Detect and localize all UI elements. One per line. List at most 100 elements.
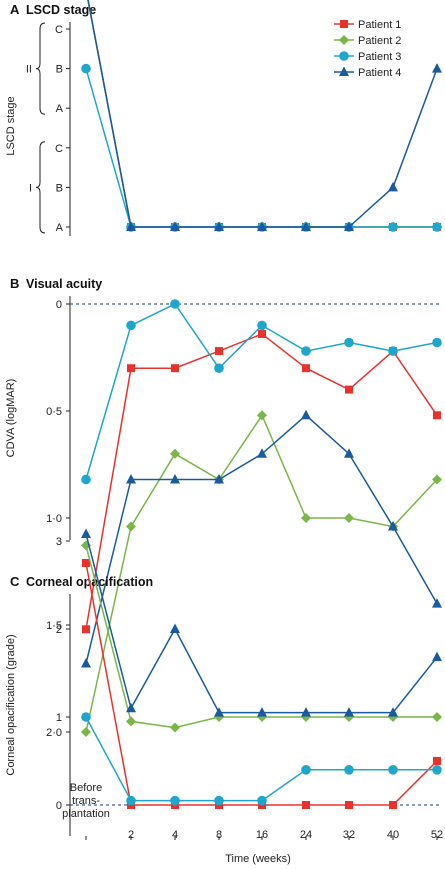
data-point [127, 364, 135, 373]
legend-marker [339, 66, 349, 76]
data-point [388, 765, 398, 775]
y-tick-label: B [56, 64, 63, 76]
x-tick-label: 4 [172, 829, 178, 841]
panel-a-axes: ABCABCIIIIII [26, 22, 71, 236]
data-point [388, 222, 398, 232]
x-tick-label: 2 [128, 829, 134, 841]
panel-a-letter: A [10, 2, 20, 17]
panel-b: B Visual acuity CDVA (logMAR) 0 0·5 1·0 1·5… [5, 276, 442, 739]
legend-label: Patient 2 [358, 35, 401, 47]
x-tick-label: 40 [387, 829, 399, 841]
data-point [82, 559, 90, 567]
data-point [344, 337, 354, 348]
y-tick-label: A [56, 222, 64, 234]
legend-marker [339, 51, 349, 61]
x-tick-label: 32 [343, 829, 355, 841]
data-point [214, 363, 224, 374]
data-point [257, 707, 267, 717]
data-point [344, 448, 354, 458]
stage-group-label: II [26, 64, 32, 76]
y-tick-label: 0·5 [46, 406, 62, 418]
data-point [214, 473, 224, 484]
data-point [301, 513, 311, 523]
legend: Patient 1 Patient 2 Patient 3 Patient 4 [334, 19, 401, 79]
data-point [82, 625, 90, 634]
panel-b-letter: B [10, 276, 19, 291]
panel-b-plot [81, 299, 442, 737]
series-line [85, 68, 437, 228]
y-tick-label: 2 [56, 624, 62, 636]
data-point [432, 598, 442, 608]
stage-group-label: I [29, 182, 32, 194]
data-point [432, 712, 442, 722]
data-point [432, 222, 442, 232]
data-point [81, 727, 91, 737]
data-point [432, 337, 442, 348]
data-point [301, 707, 311, 717]
data-point [432, 765, 442, 775]
data-point [302, 364, 310, 373]
data-point [344, 513, 354, 523]
panel-c-plot [81, 528, 442, 809]
data-point [257, 221, 267, 231]
legend-item-patient-1: Patient 1 [334, 19, 401, 31]
series-line [85, 545, 437, 729]
data-point [170, 221, 180, 231]
x-tick-label: 8 [216, 829, 222, 841]
series-patient-3 [81, 63, 442, 232]
data-point [344, 707, 354, 717]
panel-a-title: LSCD stage [26, 3, 96, 17]
data-point [301, 765, 311, 775]
data-point [257, 410, 267, 421]
data-point [170, 473, 180, 484]
data-point [345, 801, 353, 809]
y-tick-label: 0 [56, 299, 62, 311]
panel-c: C Corneal opacification Corneal opacific… [5, 528, 442, 836]
data-point [214, 795, 224, 806]
x-tick-label: 16 [256, 829, 268, 841]
data-point [170, 448, 180, 459]
data-point [214, 707, 224, 717]
data-point [81, 528, 91, 538]
panel-b-title: Visual acuity [26, 277, 102, 291]
data-point [257, 795, 267, 806]
y-tick-label: C [55, 143, 63, 155]
y-tick-label: 1·0 [46, 513, 62, 525]
series-patient-2 [81, 540, 442, 733]
legend-label: Patient 4 [358, 67, 401, 79]
y-tick-label: 0 [56, 800, 62, 812]
series-line [85, 413, 438, 733]
data-point [126, 795, 136, 806]
legend-marker [340, 20, 348, 28]
data-point [81, 474, 91, 485]
data-point [301, 221, 311, 231]
data-point [126, 702, 136, 713]
data-point [214, 221, 224, 231]
data-point [170, 795, 180, 806]
data-point [81, 63, 91, 74]
data-point [258, 329, 266, 338]
x-tick-label: 24 [300, 829, 312, 841]
legend-item-patient-4: Patient 4 [334, 66, 401, 79]
data-point [301, 409, 311, 420]
y-tick-label: C [55, 24, 63, 36]
series-patient-4 [81, 528, 442, 717]
data-point [388, 521, 398, 531]
data-point [389, 801, 397, 809]
y-tick-label: 3 [56, 536, 62, 548]
x-tick-label: Before trans-plantation [62, 782, 110, 820]
stage-group-brace [35, 141, 46, 234]
series-line [85, 533, 438, 714]
data-point [388, 707, 398, 717]
legend-label: Patient 3 [358, 51, 401, 63]
data-point [432, 474, 442, 485]
data-point [170, 299, 180, 309]
panel-b-ylabel: CDVA (logMAR) [5, 379, 17, 458]
data-point [81, 658, 91, 668]
data-point [126, 716, 136, 727]
data-point [81, 712, 91, 722]
legend-marker [339, 35, 349, 45]
series-patient-2 [81, 410, 442, 737]
y-tick-label: 2·0 [46, 727, 62, 739]
